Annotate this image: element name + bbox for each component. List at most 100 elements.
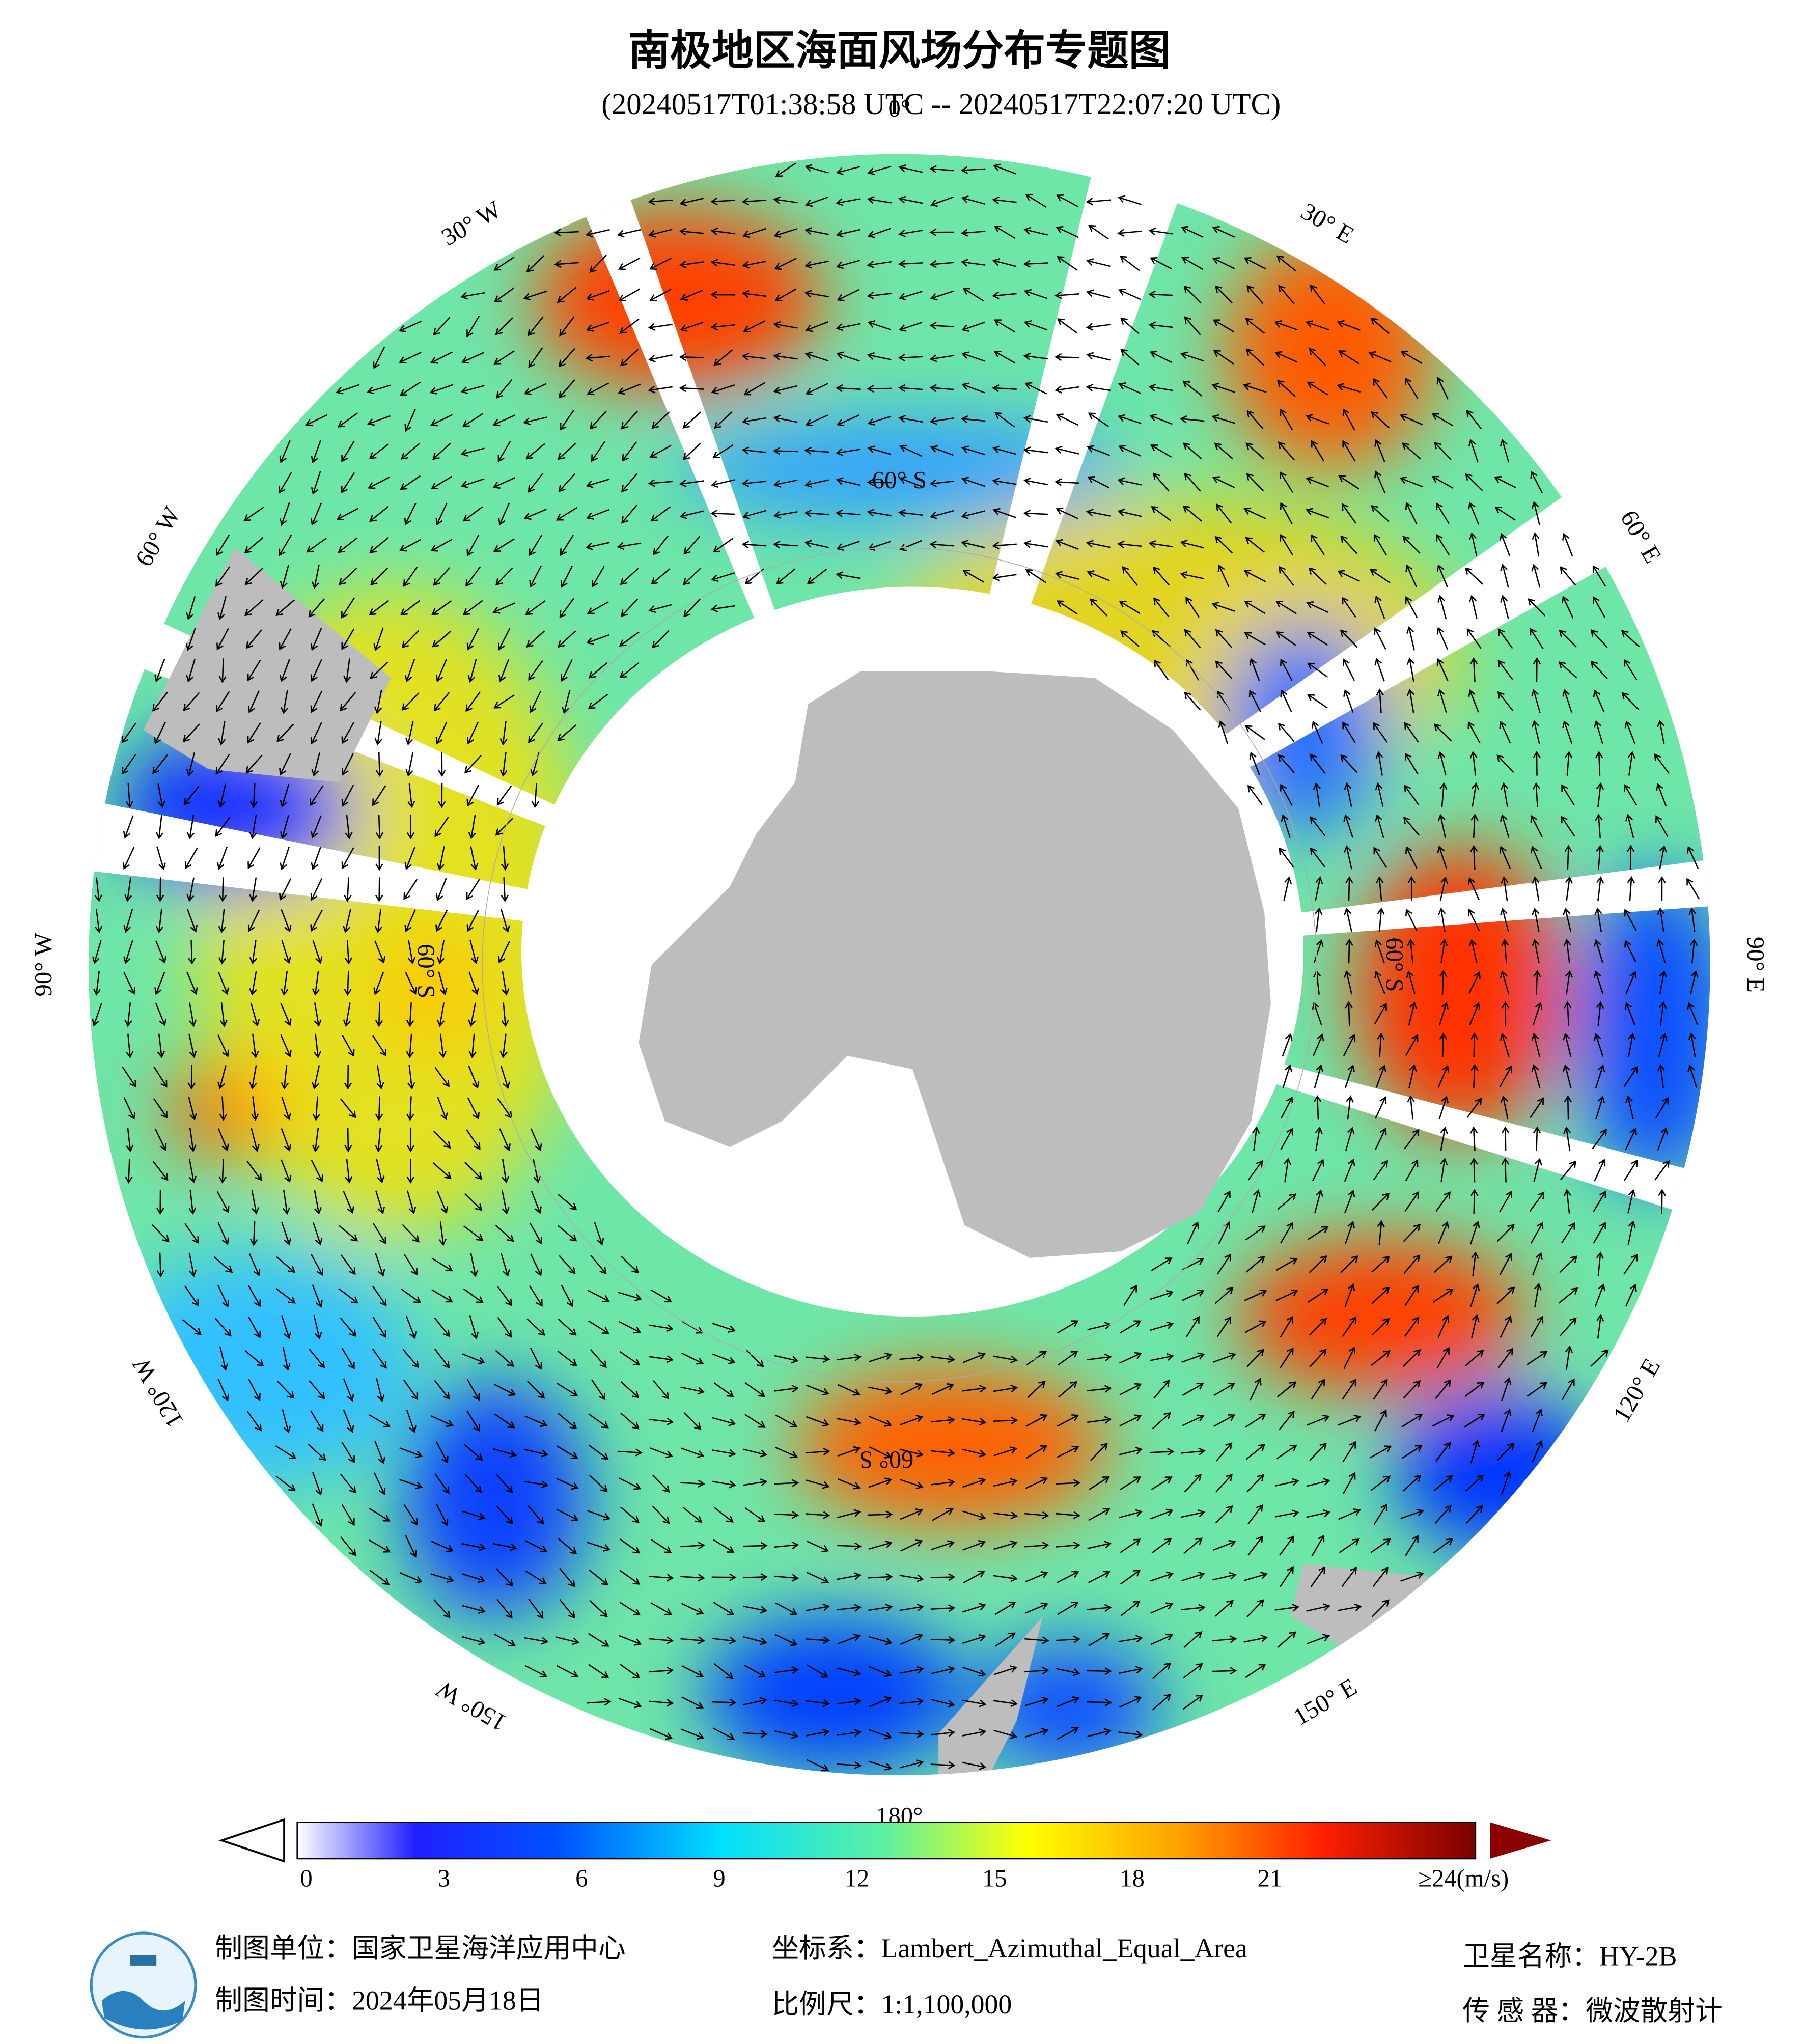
wind-arrow bbox=[1408, 1064, 1417, 1088]
wind-arrow bbox=[249, 1065, 257, 1090]
wind-arrow bbox=[1440, 1158, 1448, 1183]
wind-arrow bbox=[899, 1759, 924, 1769]
wind-arrow bbox=[431, 1257, 453, 1272]
wind-arrow bbox=[464, 1162, 483, 1180]
wind-arrow bbox=[1120, 1476, 1142, 1491]
wind-arrow bbox=[1465, 1505, 1483, 1524]
wind-arrow bbox=[152, 754, 169, 774]
wind-arrow bbox=[1435, 1441, 1451, 1462]
wind-arrow bbox=[774, 1355, 799, 1364]
wind-arrow bbox=[1657, 907, 1665, 932]
wind-arrow bbox=[993, 350, 1016, 364]
wind-arrow bbox=[94, 877, 102, 902]
wind-arrow bbox=[1306, 601, 1329, 613]
wind-arrow bbox=[868, 1540, 893, 1550]
colorbar-tick-label: 12 bbox=[845, 1865, 870, 1892]
wind-arrow bbox=[1120, 349, 1140, 366]
wind-arrow bbox=[430, 414, 453, 427]
wind-arrow bbox=[1312, 1033, 1324, 1057]
wind-arrow bbox=[1432, 1289, 1454, 1303]
wind-arrow bbox=[744, 1664, 766, 1678]
wind-arrow bbox=[1493, 476, 1516, 489]
wind-arrow bbox=[157, 783, 165, 808]
wind-arrow bbox=[867, 352, 892, 360]
field-patch bbox=[404, 1382, 587, 1616]
wind-arrow bbox=[1370, 1445, 1392, 1459]
wind-arrow bbox=[281, 1221, 292, 1246]
wind-arrow bbox=[962, 1603, 986, 1613]
wind-arrow bbox=[492, 477, 516, 489]
wind-arrow bbox=[1405, 502, 1418, 525]
wind-arrow bbox=[217, 1378, 229, 1402]
wind-arrow bbox=[806, 1384, 829, 1396]
wind-arrow bbox=[1311, 440, 1325, 462]
wind-arrow bbox=[1274, 1604, 1299, 1612]
wind-arrow bbox=[406, 1127, 415, 1153]
wind-arrow bbox=[183, 723, 200, 742]
wind-arrow bbox=[1282, 1064, 1292, 1088]
wind-arrow bbox=[1565, 876, 1573, 901]
wind-arrow bbox=[213, 1256, 233, 1273]
wind-arrow bbox=[1530, 815, 1543, 837]
wind-arrow bbox=[837, 1667, 862, 1676]
wind-arrow bbox=[994, 1602, 1016, 1615]
wind-arrow bbox=[1245, 1225, 1266, 1241]
wind-arrow bbox=[1345, 1127, 1355, 1151]
wind-arrow bbox=[217, 1034, 230, 1057]
wind-arrow bbox=[401, 692, 420, 711]
wind-arrow bbox=[773, 352, 798, 360]
wind-arrow bbox=[1246, 1599, 1265, 1617]
wind-arrow bbox=[1251, 1189, 1261, 1214]
wind-arrow bbox=[867, 445, 892, 455]
wind-arrow bbox=[1657, 1063, 1666, 1089]
wind-arrow bbox=[275, 599, 295, 617]
wind-arrow bbox=[1344, 1158, 1355, 1182]
wind-arrow bbox=[1054, 353, 1079, 361]
wind-arrow bbox=[282, 1409, 291, 1434]
wind-arrow bbox=[468, 1002, 477, 1027]
lat-label: 60° S bbox=[859, 1446, 913, 1473]
wind-arrow bbox=[898, 164, 923, 173]
wind-arrow bbox=[742, 228, 766, 238]
wind-arrow bbox=[1276, 255, 1296, 271]
wind-arrow bbox=[651, 411, 670, 429]
wind-arrow bbox=[992, 508, 1016, 518]
wind-arrow bbox=[1464, 567, 1484, 585]
wind-arrow bbox=[741, 479, 767, 487]
wind-arrow bbox=[1214, 442, 1234, 460]
wind-arrow bbox=[1183, 442, 1202, 460]
wind-arrow bbox=[1180, 540, 1205, 549]
wind-arrow bbox=[308, 598, 325, 618]
wind-arrow bbox=[281, 1315, 291, 1339]
wind-arrow bbox=[1688, 907, 1697, 932]
wind-vectors bbox=[92, 162, 1700, 1772]
wind-arrow bbox=[344, 1127, 352, 1153]
wind-arrow bbox=[1313, 1095, 1322, 1120]
wind-arrow bbox=[1215, 629, 1233, 648]
wind-arrow bbox=[867, 478, 892, 487]
wind-arrow bbox=[1344, 845, 1352, 870]
wind-arrow bbox=[868, 1729, 893, 1740]
wind-arrow bbox=[406, 1002, 414, 1027]
logo bbox=[90, 1931, 197, 2039]
graticule bbox=[482, 547, 1317, 1382]
wind-arrow bbox=[682, 1506, 703, 1523]
wind-arrow bbox=[1564, 751, 1573, 776]
wind-arrow bbox=[1212, 1572, 1237, 1581]
wind-arrow bbox=[1593, 596, 1606, 619]
wind-arrow bbox=[617, 542, 642, 550]
wind-arrow bbox=[125, 1033, 134, 1058]
wind-arrow bbox=[433, 317, 451, 336]
wind-arrow bbox=[1400, 350, 1422, 364]
wind-arrow bbox=[340, 1098, 356, 1118]
wind-arrow bbox=[280, 1034, 292, 1057]
wind-arrow bbox=[1337, 1603, 1362, 1611]
wind-arrow bbox=[1312, 1159, 1324, 1182]
wind-arrow bbox=[1309, 1349, 1327, 1367]
lon-label: 120° E bbox=[1607, 1354, 1666, 1426]
wind-arrow bbox=[185, 627, 196, 652]
wind-arrow bbox=[338, 568, 357, 585]
wind-arrow bbox=[620, 1412, 640, 1430]
wind-arrow bbox=[1150, 1353, 1174, 1361]
